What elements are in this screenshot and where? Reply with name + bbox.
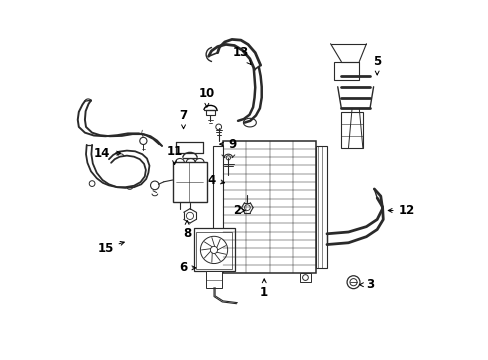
Text: 11: 11 [166,145,183,165]
Circle shape [140,137,147,144]
Bar [172,162,206,202]
Text: 5: 5 [372,55,381,75]
Text: 13: 13 [232,46,250,64]
Circle shape [226,156,230,160]
Circle shape [89,181,95,186]
Bar [333,62,359,80]
Bar [212,146,223,268]
Circle shape [150,181,159,190]
Text: 9: 9 [219,138,236,150]
Circle shape [215,124,221,130]
Text: 4: 4 [207,174,224,186]
Circle shape [349,279,356,286]
Bar [316,146,326,268]
Circle shape [200,236,227,264]
Text: 6: 6 [179,261,195,274]
Text: 3: 3 [359,278,374,291]
Bar [341,112,362,148]
Bar [300,273,310,282]
Text: 10: 10 [198,87,215,107]
Circle shape [210,246,217,253]
Circle shape [244,205,250,211]
Text: 15: 15 [97,242,124,255]
Bar [206,110,214,116]
Text: 1: 1 [260,279,268,300]
Text: 7: 7 [179,109,187,129]
Circle shape [186,212,193,220]
Text: 8: 8 [183,221,191,240]
Bar [193,228,234,271]
Bar [206,271,222,288]
Text: 14: 14 [94,147,120,159]
Text: 12: 12 [387,204,414,217]
Circle shape [346,276,359,289]
Bar [223,140,316,273]
Text: 2: 2 [232,204,244,217]
Bar [196,231,231,269]
